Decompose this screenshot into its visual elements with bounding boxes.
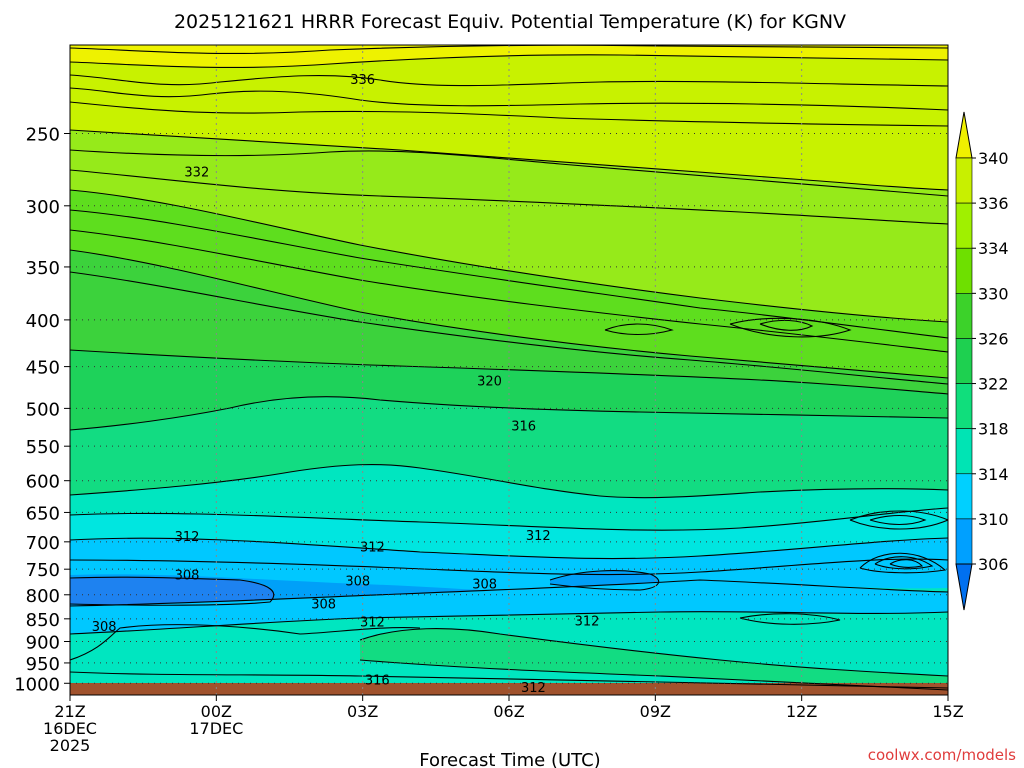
x-tick-label: 2025 xyxy=(50,736,91,755)
x-tick-label: 06Z xyxy=(493,702,524,721)
contour-label: 308 xyxy=(345,575,370,590)
colorbar-segment xyxy=(955,428,973,475)
contour-label: 320 xyxy=(477,374,502,389)
contour-label: 308 xyxy=(311,598,336,613)
y-tick-label: 800 xyxy=(26,586,60,607)
y-tick-label: 850 xyxy=(26,610,60,631)
colorbar-segment xyxy=(955,293,973,339)
colorbar-label: 306 xyxy=(978,555,1009,574)
contour-lines xyxy=(70,45,948,691)
colorbar-segment xyxy=(955,518,973,565)
chart-title: 2025121621 HRRR Forecast Equiv. Potentia… xyxy=(174,11,846,33)
y-axis: 2503003504004505005506006507007508008509… xyxy=(14,124,70,695)
x-tick-label: 21Z xyxy=(54,702,85,721)
contour-label: 312 xyxy=(360,616,385,631)
y-tick-label: 350 xyxy=(26,258,60,279)
x-tick-label: 09Z xyxy=(640,702,671,721)
contour-label: 332 xyxy=(184,165,209,180)
colorbar-label: 330 xyxy=(978,284,1009,303)
contour-label: 312 xyxy=(175,530,200,545)
y-tick-label: 550 xyxy=(26,437,60,458)
band-308-low xyxy=(70,580,948,634)
y-tick-label: 950 xyxy=(26,654,60,675)
contour-label: 308 xyxy=(92,620,117,635)
band-316-low xyxy=(360,628,948,690)
contour-label: 316 xyxy=(365,673,390,688)
contour-label: 308 xyxy=(175,568,200,583)
colorbar-label: 334 xyxy=(978,239,1009,258)
y-tick-label: 900 xyxy=(26,632,60,653)
y-tick-label: 750 xyxy=(26,560,60,581)
y-tick-label: 600 xyxy=(26,472,60,493)
y-tick-label: 500 xyxy=(26,399,60,420)
contour-label: 308 xyxy=(472,578,497,593)
band-304 xyxy=(70,577,274,606)
y-tick-label: 700 xyxy=(26,533,60,554)
colorbar-segment xyxy=(955,338,973,384)
y-tick-label: 1000 xyxy=(14,674,60,695)
contour-label: 312 xyxy=(575,615,600,630)
y-tick-label: 650 xyxy=(26,503,60,524)
x-tick-label: 16DEC xyxy=(43,719,97,738)
credit-text: coolwx.com/models xyxy=(868,746,1016,764)
gridlines xyxy=(70,45,948,695)
x-axis-label: Forecast Time (UTC) xyxy=(419,750,600,768)
colorbar-segment xyxy=(955,202,973,249)
plot-area: 336 332 320 316 312 312 312 308 308 308 308 312 312 3… xyxy=(70,45,948,696)
contour-label: 312 xyxy=(360,540,385,555)
colorbar-label: 314 xyxy=(978,465,1009,484)
colorbar-top-arrow xyxy=(955,111,973,159)
colorbar-segment xyxy=(955,473,973,520)
colorbar-label: 322 xyxy=(978,375,1009,394)
x-tick-label: 03Z xyxy=(347,702,378,721)
colorbar: 340 336 334 330 326 322 318 314 310 306 xyxy=(955,111,1009,611)
y-tick-label: 450 xyxy=(26,358,60,379)
contour-labels: 336 332 320 316 312 312 312 308 308 308 308 312 312 3… xyxy=(92,73,600,696)
colorbar-label: 340 xyxy=(978,149,1009,168)
colorbar-label: 326 xyxy=(978,329,1009,348)
x-tick-label: 15Z xyxy=(932,702,963,721)
colorbar-segment xyxy=(955,247,973,294)
x-tick-label: 00Z xyxy=(201,702,232,721)
contour-label: 312 xyxy=(526,529,551,544)
contour-label: 336 xyxy=(350,73,375,88)
contour-label: 312 xyxy=(521,681,546,696)
colorbar-label: 318 xyxy=(978,420,1009,439)
y-tick-label: 400 xyxy=(26,311,60,332)
colorbar-segment xyxy=(955,157,973,204)
colorbar-label: 310 xyxy=(978,510,1009,529)
x-tick-label: 12Z xyxy=(786,702,817,721)
x-tick-label: 17DEC xyxy=(189,719,243,738)
contour-label: 316 xyxy=(511,419,536,434)
y-tick-label: 250 xyxy=(26,124,60,145)
colorbar-label: 336 xyxy=(978,194,1009,213)
colorbar-bottom-arrow xyxy=(955,563,973,611)
colorbar-segment xyxy=(955,383,973,429)
y-tick-label: 300 xyxy=(26,197,60,218)
